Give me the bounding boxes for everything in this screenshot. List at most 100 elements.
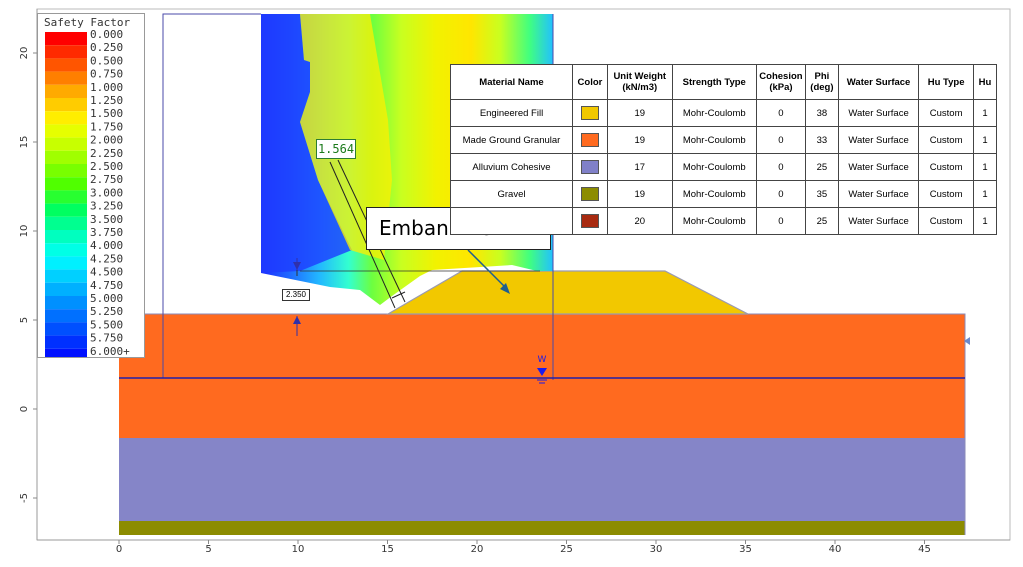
layer-alluvium [119, 438, 965, 521]
legend-value: 3.750 [90, 226, 123, 239]
x-tick-label: 25 [560, 544, 573, 555]
legend-value: 5.000 [90, 292, 123, 305]
material-color-swatch [580, 106, 599, 120]
legend-swatch [45, 282, 87, 296]
cell-strength-type: Mohr-Coulomb [671, 207, 757, 235]
col-water-surface: Water Surface [837, 64, 920, 100]
legend-swatch [45, 269, 87, 283]
cell-material-name: Engineered Fill [450, 99, 573, 127]
callout-arrow-icon [500, 283, 510, 294]
material-table: Material Name Color Unit Weight (kN/m3) … [450, 64, 997, 235]
water-marker-label: W [538, 355, 547, 365]
cell-phi: 35 [804, 180, 839, 208]
legend-value: 0.750 [90, 68, 123, 81]
cell-cohesion: 0 [755, 180, 806, 208]
cell-unit-weight: 17 [606, 153, 673, 181]
cell-material-name: Gravel [450, 180, 573, 208]
legend-value: 4.250 [90, 252, 123, 265]
legend-value: 2.250 [90, 147, 123, 160]
legend-value: 1.750 [90, 120, 123, 133]
legend-value: 4.500 [90, 266, 123, 279]
cell-color [572, 126, 608, 154]
material-color-swatch [580, 160, 599, 174]
cell-water-surface: Water Surface [837, 99, 920, 127]
legend-value: 5.500 [90, 318, 123, 331]
col-material-name: Material Name [450, 64, 573, 100]
cell-strength-type: Mohr-Coulomb [671, 126, 757, 154]
cell-hu: 1 [973, 207, 997, 235]
cell-cohesion: 0 [755, 153, 806, 181]
cell-color [572, 207, 608, 235]
legend-swatch [45, 256, 87, 270]
legend-swatch [45, 71, 87, 85]
cell-hu: 1 [973, 180, 997, 208]
cell-unit-weight: 19 [606, 180, 673, 208]
cell-hu-type: Custom [918, 153, 975, 181]
col-color: Color [572, 64, 608, 100]
legend-swatch [45, 137, 87, 151]
cell-hu: 1 [973, 153, 997, 181]
x-tick-label: 10 [292, 544, 305, 555]
cell-hu-type: Custom [918, 180, 975, 208]
cell-material-name: Made Ground Granular [450, 126, 573, 154]
col-unit-weight: Unit Weight (kN/m3) [606, 64, 673, 100]
cell-water-surface: Water Surface [837, 126, 920, 154]
cell-material-name: Alluvium Cohesive [450, 153, 573, 181]
legend-value: 2.000 [90, 134, 123, 147]
legend-swatch [45, 322, 87, 336]
cell-hu-type: Custom [918, 207, 975, 235]
legend-value: 3.250 [90, 200, 123, 213]
cell-hu: 1 [973, 99, 997, 127]
boundary-marker-icon [964, 337, 970, 345]
legend-value: 2.500 [90, 160, 123, 173]
legend-swatch [45, 190, 87, 204]
cell-phi: 25 [804, 207, 839, 235]
legend-swatch [45, 216, 87, 230]
legend-swatch [45, 58, 87, 72]
table-header-row: Material Name Color Unit Weight (kN/m3) … [450, 64, 997, 100]
legend-swatch [45, 84, 87, 98]
table-row: Made Ground Granular 19 Mohr-Coulomb 0 33 Wat… [450, 126, 997, 154]
contour-yellow-zone [300, 14, 392, 260]
cell-water-surface: Water Surface [837, 153, 920, 181]
legend-value: 0.500 [90, 54, 123, 67]
legend-swatch [45, 203, 87, 217]
callout-arrow-line [467, 249, 509, 291]
cell-phi: 33 [804, 126, 839, 154]
table-row: Alluvium Cohesive 17 Mohr-Coulomb 0 25 Water … [450, 153, 997, 181]
table-row: 20 Mohr-Coulomb 0 25 Water Surface Custom 1 [450, 207, 997, 235]
legend-value: 2.750 [90, 173, 123, 186]
legend-title: Safety Factor [44, 16, 130, 29]
legend-swatch [45, 164, 87, 178]
cell-strength-type: Mohr-Coulomb [671, 153, 757, 181]
legend-swatch [45, 32, 87, 46]
cell-water-surface: Water Surface [837, 180, 920, 208]
legend-swatch [45, 45, 87, 59]
legend-swatch [45, 150, 87, 164]
cell-hu: 1 [973, 126, 997, 154]
x-tick-label: 0 [116, 544, 122, 555]
legend-swatch [45, 335, 87, 349]
legend-swatch [45, 348, 87, 362]
x-tick-label: 40 [829, 544, 842, 555]
legend-swatch [45, 98, 87, 112]
cell-unit-weight: 19 [606, 126, 673, 154]
water-marker-icon [537, 368, 547, 376]
cell-cohesion: 0 [755, 207, 806, 235]
material-color-swatch [580, 214, 599, 228]
table-body: Engineered Fill 19 Mohr-Coulomb 0 38 Water Su… [450, 99, 997, 235]
legend-value: 1.250 [90, 94, 123, 107]
legend-value: 3.500 [90, 213, 123, 226]
y-tick-label: 15 [19, 136, 30, 149]
legend-swatch [45, 309, 87, 323]
x-tick-label: 35 [739, 544, 752, 555]
legend-swatch [45, 296, 87, 310]
cell-phi: 25 [804, 153, 839, 181]
grid-outline [162, 13, 261, 378]
legend-value: 1.000 [90, 81, 123, 94]
cell-material-name [450, 207, 573, 235]
y-tick-label: 10 [19, 225, 30, 238]
cell-hu-type: Custom [918, 99, 975, 127]
cell-unit-weight: 20 [606, 207, 673, 235]
